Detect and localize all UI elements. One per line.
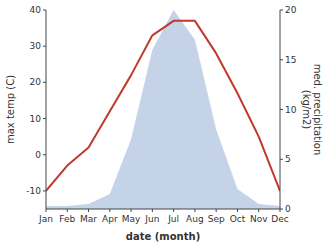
x-tick xyxy=(67,209,68,212)
x-tick xyxy=(152,209,153,212)
y-tick-label: 0 xyxy=(35,150,41,160)
y-tick-label: 5 xyxy=(285,154,291,164)
x-tick-label: Apr xyxy=(102,214,118,224)
x-tick-label: Sep xyxy=(208,214,225,224)
x-tick-label: Oct xyxy=(230,214,246,224)
x-tick-label: May xyxy=(122,214,141,224)
x-tick xyxy=(109,209,110,212)
x-tick-label: Jun xyxy=(144,214,159,224)
y-tick-label: 30 xyxy=(30,41,42,51)
y2-axis-label-line: med. precipitation xyxy=(312,64,323,156)
y-tick-label: 0 xyxy=(285,204,291,214)
y-axis-label: max temp (C) xyxy=(5,75,16,144)
y-tick xyxy=(43,82,46,83)
x-tick-label: Feb xyxy=(59,214,75,224)
x-tick xyxy=(194,209,195,212)
x-tick-label: Mar xyxy=(80,214,97,224)
y-tick xyxy=(43,118,46,119)
x-tick xyxy=(237,209,238,212)
y-tick xyxy=(43,190,46,191)
x-tick xyxy=(131,209,132,212)
x-tick-label: Nov xyxy=(250,214,268,224)
background xyxy=(0,0,326,247)
y2-axis-label: med. precipitation(kg/m2) xyxy=(301,64,323,156)
x-tick xyxy=(88,209,89,212)
x-tick-label: Jan xyxy=(38,214,53,224)
y-tick-label: 20 xyxy=(285,5,297,15)
y-tick-label: 10 xyxy=(30,114,42,124)
x-tick xyxy=(216,209,217,212)
y-tick-label: 20 xyxy=(30,77,42,87)
x-tick-label: Jul xyxy=(167,214,179,224)
x-tick xyxy=(173,209,174,212)
y-tick xyxy=(280,10,283,11)
y-tick xyxy=(280,109,283,110)
y-tick xyxy=(280,59,283,60)
x-axis-line xyxy=(46,209,280,210)
y-tick-label: 40 xyxy=(30,5,42,15)
chart: Jan Feb Mar Apr MayJun Jul Aug Sep Oct NovDec -10 0… xyxy=(0,0,326,247)
y-tick xyxy=(43,154,46,155)
y2-axis-label-line: (kg/m2) xyxy=(301,90,312,130)
chart-container: Jan Feb Mar Apr MayJun Jul Aug Sep Oct NovDec -10 0… xyxy=(0,0,326,247)
x-tick xyxy=(258,209,259,212)
x-tick xyxy=(46,209,47,212)
y-tick xyxy=(280,159,283,160)
y-tick-label: 10 xyxy=(285,105,297,115)
y-tick-label: 15 xyxy=(285,55,296,65)
x-tick-label: Aug xyxy=(186,214,204,224)
x-axis-label: date (month) xyxy=(126,231,200,242)
y-tick xyxy=(43,46,46,47)
y-tick xyxy=(43,10,46,11)
y-tick-label: -10 xyxy=(26,186,41,196)
precipitation-area xyxy=(46,10,280,209)
y-axis-line xyxy=(46,10,47,209)
plot-area xyxy=(46,10,280,209)
x-tick-label: Dec xyxy=(271,214,288,224)
temperature-line xyxy=(46,21,280,191)
y-tick xyxy=(280,209,283,210)
